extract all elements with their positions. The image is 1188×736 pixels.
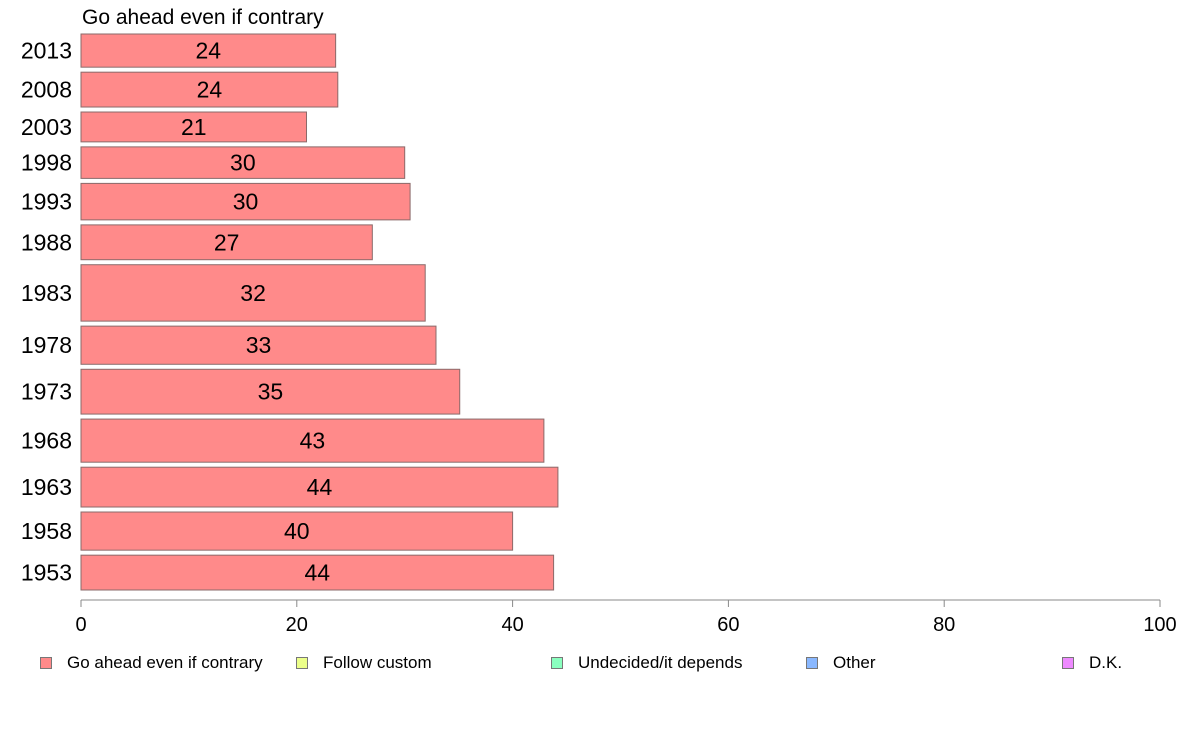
year-tick-label: 1973: [21, 379, 72, 405]
series-title: Go ahead even if contrary: [82, 6, 324, 29]
bar: [80, 418, 545, 463]
year-tick-label: 2003: [21, 114, 72, 140]
legend-label: D.K.: [1089, 653, 1123, 672]
bar-value-label: 33: [246, 332, 272, 358]
bar-value-label: 21: [181, 114, 207, 140]
bar-value-label: 24: [197, 77, 223, 103]
year-tick-label: 1963: [21, 474, 72, 500]
x-tick-label: 60: [717, 614, 739, 636]
bar-value-label: 40: [284, 518, 310, 544]
x-tick-label: 40: [501, 614, 523, 636]
legend-label: Undecided/it depends: [578, 653, 743, 672]
year-tick-label: 1978: [21, 332, 72, 358]
bars-group: [80, 33, 559, 591]
legend-swatch: [551, 657, 563, 669]
year-labels-group: 2013 2008 2003 1998 1993 1988 1983 1978 1973 1968…: [21, 38, 72, 586]
bar-value-label: 44: [305, 560, 331, 586]
legend-swatch: [806, 657, 818, 669]
bar-value-label: 24: [196, 38, 222, 64]
year-tick-label: 2013: [21, 38, 72, 64]
year-tick-label: 1983: [21, 280, 72, 306]
bar-value-label: 30: [233, 189, 259, 215]
legend-label: Go ahead even if contrary: [67, 653, 263, 672]
x-tick-label: 100: [1143, 614, 1176, 636]
bar: [80, 71, 339, 108]
bar: [80, 511, 514, 551]
legend-swatch: [1062, 657, 1074, 669]
legend-swatch: [296, 657, 308, 669]
legend-item-undecided: Undecided/it depends: [551, 653, 742, 673]
year-tick-label: 1958: [21, 518, 72, 544]
bar: [80, 264, 426, 322]
x-tick-label: 80: [933, 614, 955, 636]
legend-swatch: [40, 657, 52, 669]
bar: [80, 146, 406, 179]
legend: Go ahead even if contrary Follow custom …: [0, 650, 1188, 680]
x-tick-label: 20: [286, 614, 308, 636]
legend-label: Other: [833, 653, 876, 672]
bar: [80, 182, 411, 221]
x-tick-label: 0: [75, 614, 86, 636]
legend-item-follow-custom: Follow custom: [296, 653, 432, 673]
bar: [80, 325, 437, 365]
legend-label: Follow custom: [323, 653, 432, 672]
bar-value-label: 44: [307, 474, 333, 500]
bar-value-label: 30: [230, 150, 256, 176]
year-tick-label: 1988: [21, 229, 72, 255]
bar: [80, 33, 337, 68]
year-tick-label: 1953: [21, 560, 72, 586]
year-tick-label: 1998: [21, 150, 72, 176]
year-tick-label: 2008: [21, 77, 72, 103]
x-axis: 0 20 40 60 80 100: [75, 599, 1177, 636]
legend-item-dk: D.K.: [1062, 653, 1122, 673]
legend-item-other: Other: [806, 653, 876, 673]
bar-value-label: 43: [300, 428, 326, 454]
bar-value-label: 35: [258, 379, 284, 405]
bar: [80, 554, 555, 591]
bar: [80, 111, 308, 143]
bar: [80, 368, 461, 415]
year-tick-label: 1993: [21, 189, 72, 215]
legend-item-go-ahead: Go ahead even if contrary: [40, 653, 263, 673]
bar-value-label: 27: [214, 229, 240, 255]
bar-value-label: 32: [240, 280, 266, 306]
bar: [80, 224, 373, 261]
year-tick-label: 1968: [21, 428, 72, 454]
bar: [80, 466, 559, 508]
